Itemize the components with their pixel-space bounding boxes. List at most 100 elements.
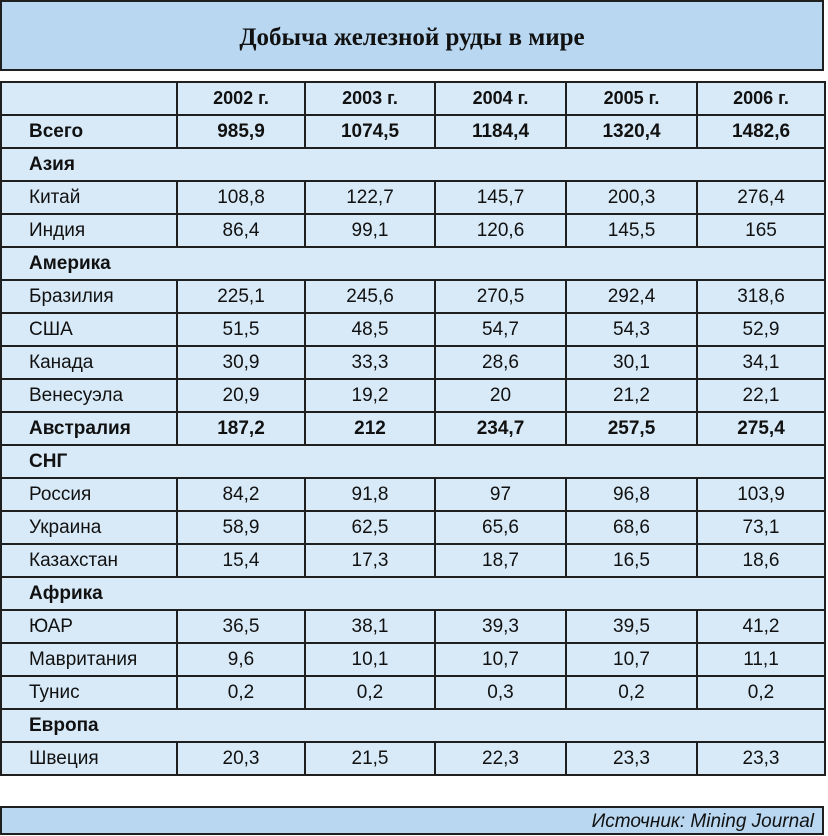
value-cell: 1482,6: [696, 114, 826, 149]
value-cell: 33,3: [304, 345, 436, 380]
country-label: Бразилия: [0, 279, 178, 314]
table-row: ЮАР 36,5 38,1 39,3 39,5 41,2: [0, 609, 826, 644]
value-cell: 108,8: [176, 180, 306, 215]
value-cell: 22,1: [696, 378, 826, 413]
region-total-row: Австралия 187,2 212 234,7 257,5 275,4: [0, 411, 826, 446]
source-note: Источник: Mining Journal: [591, 811, 814, 832]
value-cell: 36,5: [176, 609, 306, 644]
region-header-row: Африка: [0, 576, 826, 611]
value-cell: 212: [304, 411, 436, 446]
value-cell: 18,7: [434, 543, 567, 578]
value-cell: 10,7: [565, 642, 698, 677]
value-cell: 34,1: [696, 345, 826, 380]
country-label: Индия: [0, 213, 178, 248]
table-row: Мавритания 9,6 10,1 10,7 10,7 11,1: [0, 642, 826, 677]
total-row: Всего 985,9 1074,5 1184,4 1320,4 1482,6: [0, 114, 826, 149]
region-header-row: Азия: [0, 147, 826, 182]
country-label: Украина: [0, 510, 178, 545]
value-cell: 187,2: [176, 411, 306, 446]
value-cell: 985,9: [176, 114, 306, 149]
value-cell: 0,2: [696, 675, 826, 710]
table-row: Канада 30,9 33,3 28,6 30,1 34,1: [0, 345, 826, 380]
value-cell: 21,2: [565, 378, 698, 413]
year-header: 2004 г.: [434, 81, 567, 116]
country-label: Россия: [0, 477, 178, 512]
country-label: Тунис: [0, 675, 178, 710]
source-footer: Источник: Mining Journal: [0, 806, 824, 835]
region-label: Европа: [0, 708, 826, 743]
country-label: Швеция: [0, 741, 178, 776]
value-cell: 54,3: [565, 312, 698, 347]
value-cell: 120,6: [434, 213, 567, 248]
table-row: Бразилия 225,1 245,6 270,5 292,4 318,6: [0, 279, 826, 314]
value-cell: 10,7: [434, 642, 567, 677]
value-cell: 257,5: [565, 411, 698, 446]
value-cell: 245,6: [304, 279, 436, 314]
value-cell: 1320,4: [565, 114, 698, 149]
value-cell: 20,3: [176, 741, 306, 776]
page-title: Добыча железной руды в мире: [239, 24, 585, 51]
year-header: 2003 г.: [304, 81, 436, 116]
table-row: Тунис 0,2 0,2 0,3 0,2 0,2: [0, 675, 826, 710]
table-row: Швеция 20,3 21,5 22,3 23,3 23,3: [0, 741, 826, 776]
value-cell: 103,9: [696, 477, 826, 512]
value-cell: 73,1: [696, 510, 826, 545]
value-cell: 122,7: [304, 180, 436, 215]
value-cell: 200,3: [565, 180, 698, 215]
country-label: Китай: [0, 180, 178, 215]
value-cell: 16,5: [565, 543, 698, 578]
value-cell: 165: [696, 213, 826, 248]
value-cell: 30,1: [565, 345, 698, 380]
value-cell: 276,4: [696, 180, 826, 215]
value-cell: 275,4: [696, 411, 826, 446]
value-cell: 48,5: [304, 312, 436, 347]
value-cell: 145,5: [565, 213, 698, 248]
region-header-row: Америка: [0, 246, 826, 281]
value-cell: 270,5: [434, 279, 567, 314]
region-label: Австралия: [0, 411, 178, 446]
region-label: Америка: [0, 246, 826, 281]
value-cell: 30,9: [176, 345, 306, 380]
country-label: Мавритания: [0, 642, 178, 677]
value-cell: 54,7: [434, 312, 567, 347]
value-cell: 0,2: [304, 675, 436, 710]
value-cell: 62,5: [304, 510, 436, 545]
year-header: 2006 г.: [696, 81, 826, 116]
value-cell: 1074,5: [304, 114, 436, 149]
value-cell: 292,4: [565, 279, 698, 314]
year-header: 2005 г.: [565, 81, 698, 116]
value-cell: 17,3: [304, 543, 436, 578]
value-cell: 91,8: [304, 477, 436, 512]
value-cell: 20: [434, 378, 567, 413]
value-cell: 68,6: [565, 510, 698, 545]
value-cell: 11,1: [696, 642, 826, 677]
value-cell: 39,5: [565, 609, 698, 644]
value-cell: 41,2: [696, 609, 826, 644]
table-row: Венесуэла 20,9 19,2 20 21,2 22,1: [0, 378, 826, 413]
value-cell: 234,7: [434, 411, 567, 446]
value-cell: 23,3: [565, 741, 698, 776]
value-cell: 318,6: [696, 279, 826, 314]
value-cell: 86,4: [176, 213, 306, 248]
table-row: США 51,5 48,5 54,7 54,3 52,9: [0, 312, 826, 347]
region-header-row: Европа: [0, 708, 826, 743]
value-cell: 1184,4: [434, 114, 567, 149]
iron-ore-table: 2002 г. 2003 г. 2004 г. 2005 г. 2006 г. …: [0, 81, 826, 776]
header-row: 2002 г. 2003 г. 2004 г. 2005 г. 2006 г.: [0, 81, 826, 116]
value-cell: 52,9: [696, 312, 826, 347]
region-label: Африка: [0, 576, 826, 611]
value-cell: 99,1: [304, 213, 436, 248]
country-label: США: [0, 312, 178, 347]
value-cell: 65,6: [434, 510, 567, 545]
value-cell: 21,5: [304, 741, 436, 776]
table-row: Индия 86,4 99,1 120,6 145,5 165: [0, 213, 826, 248]
value-cell: 58,9: [176, 510, 306, 545]
value-cell: 28,6: [434, 345, 567, 380]
header-corner-cell: [0, 81, 178, 116]
table-row: Украина 58,9 62,5 65,6 68,6 73,1: [0, 510, 826, 545]
value-cell: 39,3: [434, 609, 567, 644]
table-row: Китай 108,8 122,7 145,7 200,3 276,4: [0, 180, 826, 215]
region-label: СНГ: [0, 444, 826, 479]
value-cell: 0,2: [565, 675, 698, 710]
year-header: 2002 г.: [176, 81, 306, 116]
